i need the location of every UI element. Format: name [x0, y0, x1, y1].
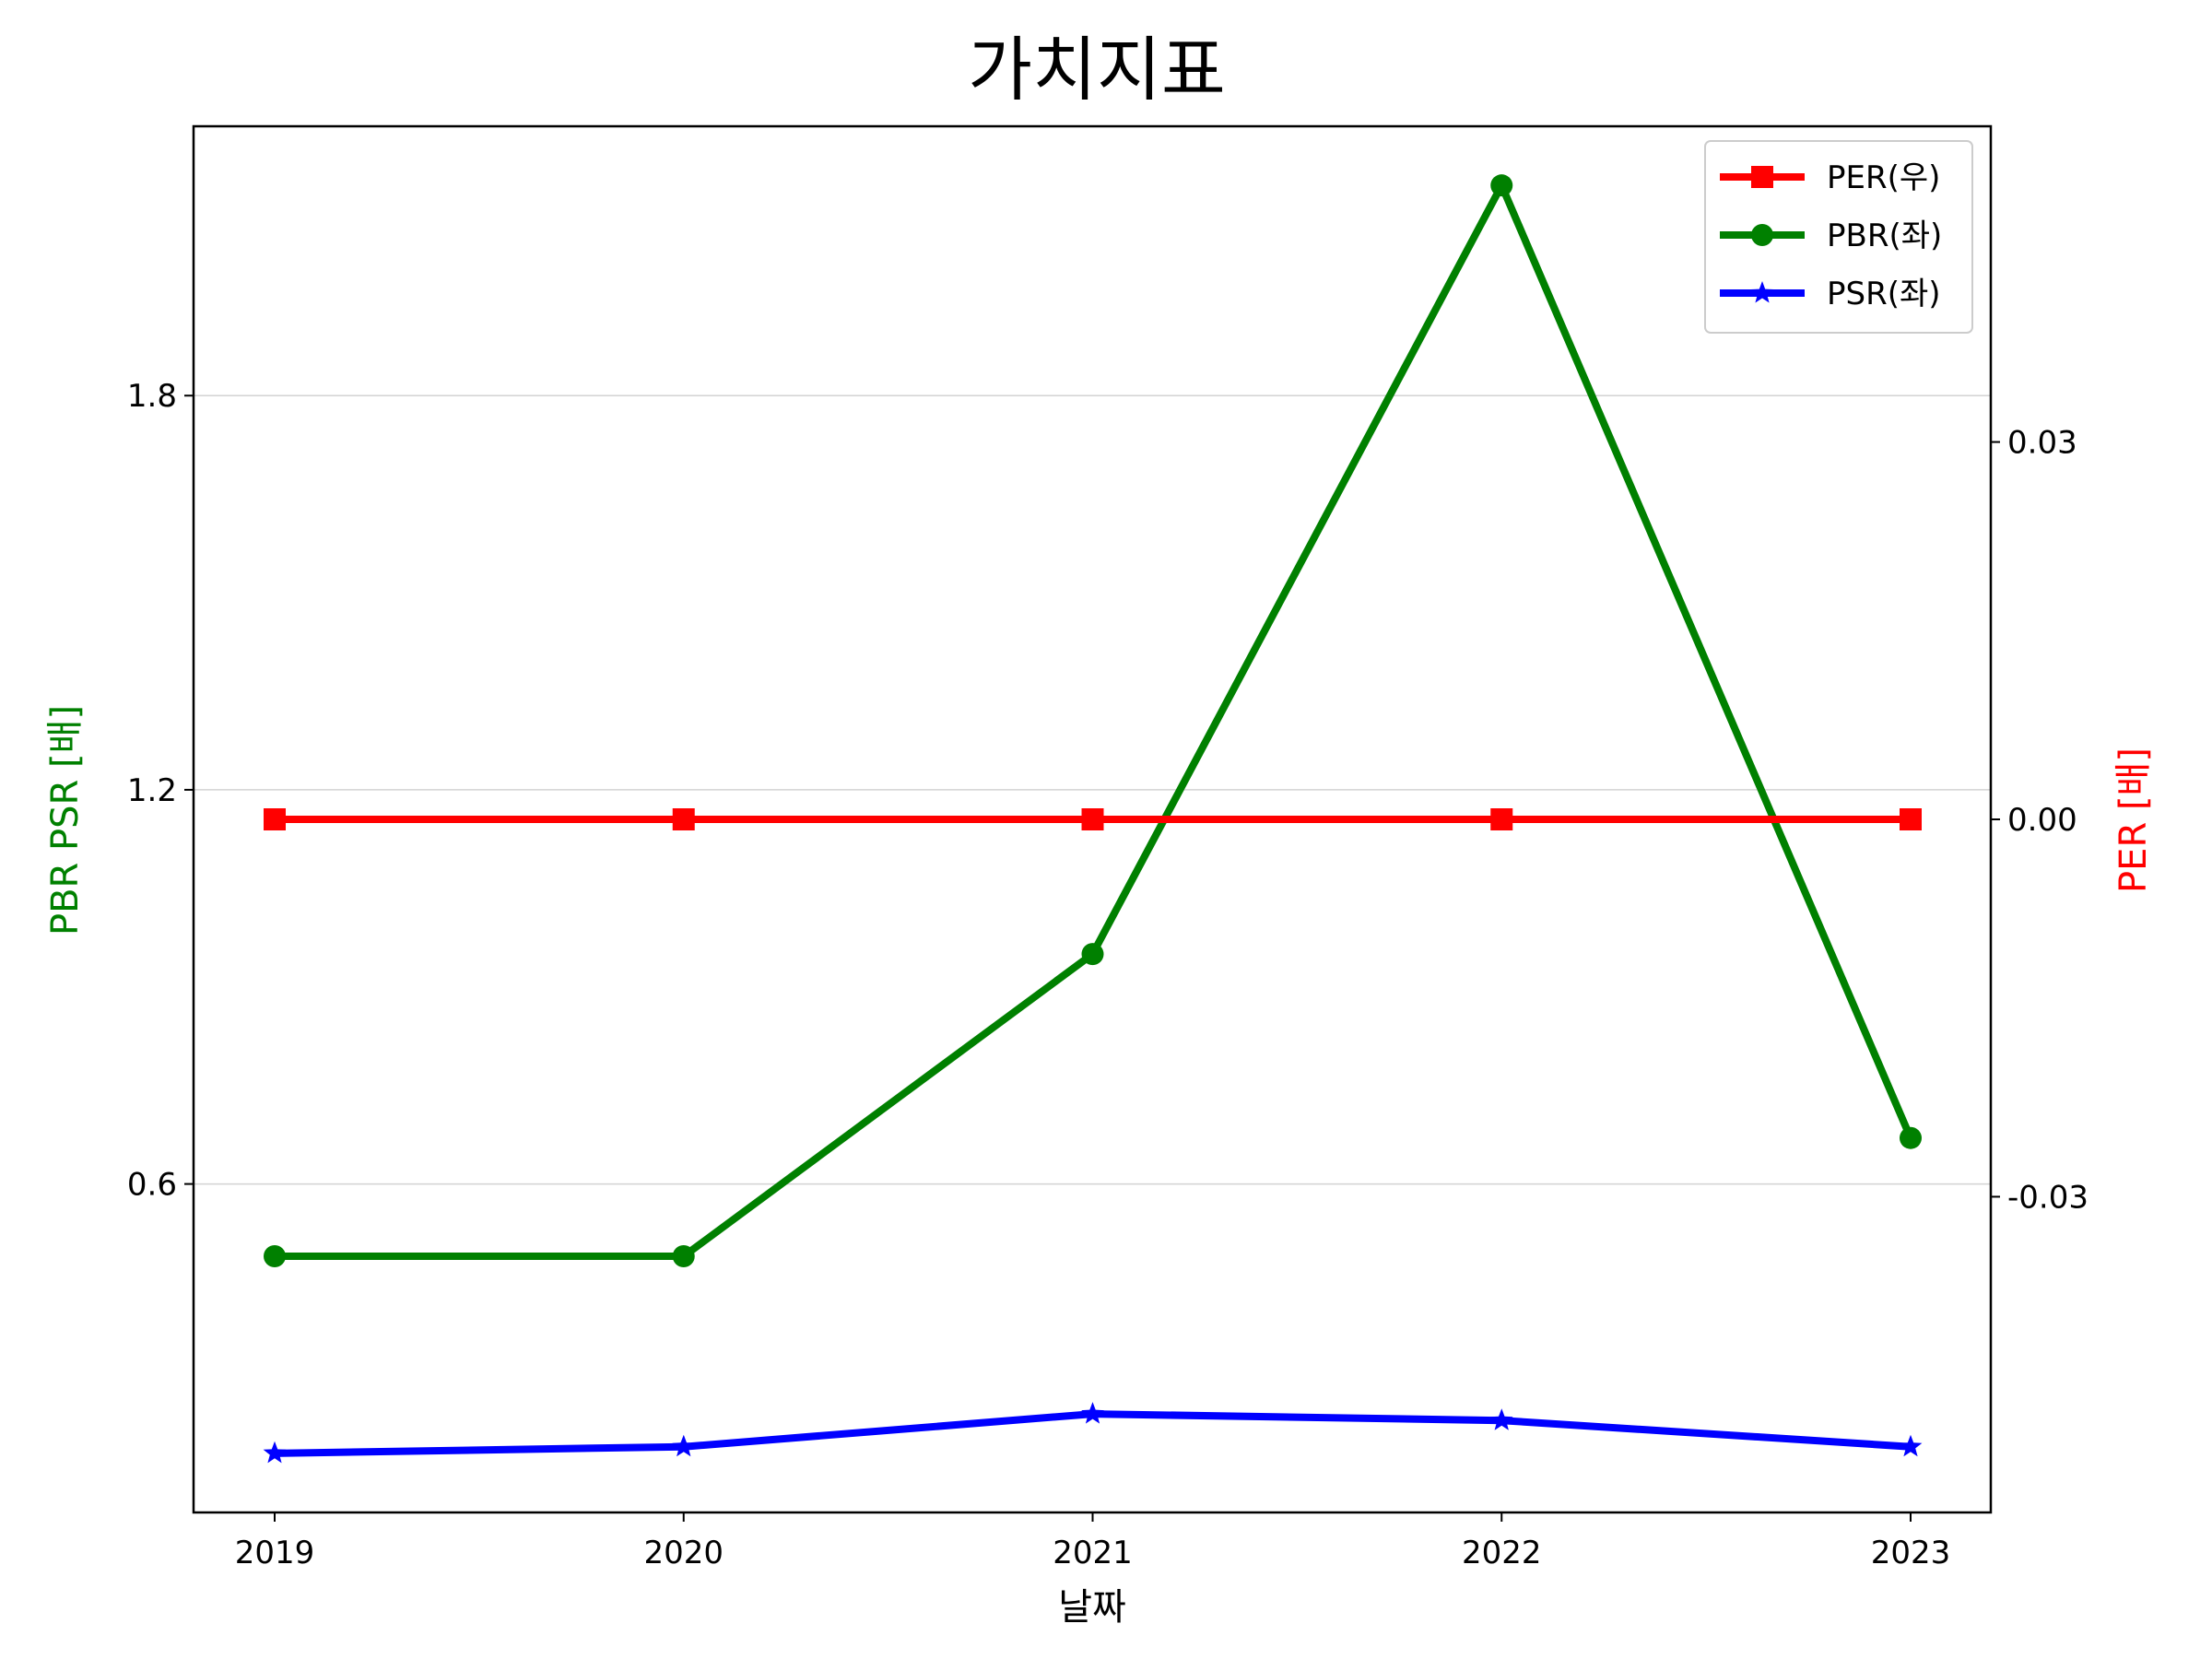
legend-label: PER(우)	[1827, 159, 1940, 196]
legend-item-per: PER(우)	[1720, 159, 1940, 196]
legend-marker	[1751, 166, 1773, 188]
x-tick-label: 2019	[235, 1535, 315, 1571]
y-left-tick-label: 1.2	[127, 772, 177, 809]
data-point-per	[672, 808, 695, 830]
y-axis-left-label: PBR PSR [배]	[44, 705, 87, 935]
data-point-pbr	[672, 1245, 695, 1268]
legend-box	[1704, 140, 1973, 334]
series-line-psr	[271, 1410, 1914, 1457]
series-per	[264, 808, 1922, 830]
x-tick-label: 2020	[643, 1535, 724, 1571]
data-point-per	[1081, 808, 1104, 830]
x-tick-label: 2023	[1871, 1535, 1951, 1571]
x-tick-label: 2021	[1053, 1535, 1133, 1571]
y-axis-right: -0.03 0.00 0.03	[1991, 425, 2088, 1216]
y-axis-left: 0.6 1.2 1.8	[127, 378, 194, 1204]
grid-lines	[194, 394, 1991, 1185]
x-axis: 2019 2020 2021 2022 2023	[235, 1512, 1951, 1571]
x-tick-label: 2022	[1462, 1535, 1542, 1571]
legend-item-pbr: PBR(좌)	[1720, 218, 1942, 254]
data-point-pbr	[1490, 174, 1513, 197]
series-group	[263, 174, 1923, 1464]
data-point-psr	[263, 1441, 287, 1464]
data-point-per	[1900, 808, 1922, 830]
x-axis-label: 날짜	[1058, 1586, 1126, 1629]
series-pbr	[264, 174, 1922, 1268]
y-axis-right-label: PER [배]	[2112, 747, 2155, 893]
data-point-per	[1490, 808, 1513, 830]
data-point-pbr	[1900, 1126, 1922, 1149]
chart-title: 가치지표	[968, 29, 1226, 111]
y-left-tick-label: 0.6	[127, 1167, 177, 1204]
y-right-tick-label: -0.03	[2007, 1179, 2088, 1216]
series-line-pbr	[271, 182, 1914, 1261]
legend-marker	[1750, 281, 1774, 303]
data-point-per	[264, 808, 286, 830]
data-point-psr	[672, 1434, 696, 1457]
data-point-psr	[1081, 1402, 1104, 1424]
data-point-pbr	[1081, 943, 1104, 966]
legend-label: PBR(좌)	[1827, 218, 1942, 254]
y-left-tick-label: 1.8	[127, 378, 177, 415]
y-right-tick-label: 0.03	[2007, 425, 2077, 462]
legend-marker	[1751, 224, 1773, 246]
y-right-tick-label: 0.00	[2007, 802, 2077, 839]
legend-item-psr: PSR(좌)	[1720, 276, 1941, 312]
data-point-pbr	[264, 1245, 286, 1268]
legend: PER(우) PBR(좌) PSR(좌)	[1704, 140, 1973, 334]
data-point-psr	[1899, 1434, 1923, 1457]
series-psr	[263, 1402, 1923, 1464]
data-point-psr	[1489, 1408, 1513, 1430]
legend-label: PSR(좌)	[1827, 276, 1941, 312]
